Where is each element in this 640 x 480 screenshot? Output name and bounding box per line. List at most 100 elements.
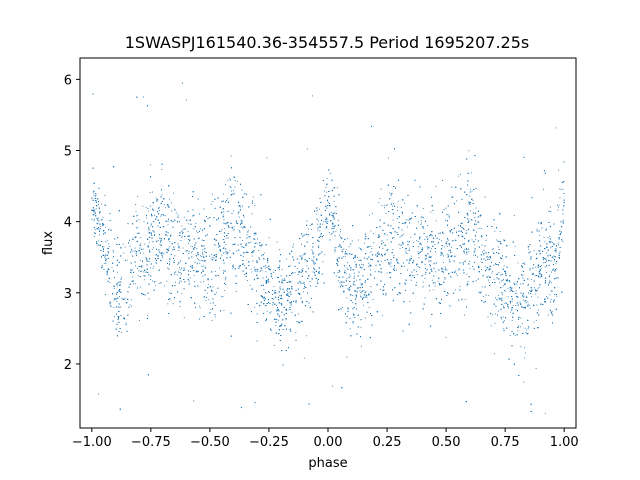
data-point xyxy=(149,192,151,193)
data-point xyxy=(524,357,526,359)
data-point xyxy=(244,274,246,275)
data-point xyxy=(471,239,473,241)
data-point xyxy=(538,286,540,288)
data-point xyxy=(451,186,453,188)
data-point xyxy=(302,291,304,293)
data-point xyxy=(193,274,195,276)
data-point xyxy=(274,344,276,346)
data-point xyxy=(274,292,275,294)
data-point xyxy=(153,247,155,249)
data-point xyxy=(222,214,224,216)
data-point xyxy=(220,230,222,232)
data-point xyxy=(490,325,492,327)
data-point xyxy=(174,255,176,257)
data-point xyxy=(384,252,386,254)
data-point xyxy=(130,269,132,271)
data-point xyxy=(556,295,558,297)
data-point xyxy=(174,259,176,261)
data-point xyxy=(317,229,319,231)
data-point xyxy=(243,216,245,218)
data-point xyxy=(105,241,107,243)
data-point xyxy=(402,233,404,235)
data-point xyxy=(421,222,422,224)
data-point xyxy=(431,279,433,281)
data-point xyxy=(268,237,270,239)
data-point xyxy=(277,276,278,278)
data-point xyxy=(534,274,536,276)
data-point xyxy=(557,277,559,279)
data-point xyxy=(211,320,213,322)
data-point xyxy=(425,259,427,261)
data-point xyxy=(116,300,118,302)
data-point xyxy=(220,251,222,253)
data-point xyxy=(478,228,480,229)
data-point xyxy=(113,299,115,301)
data-point xyxy=(404,202,406,204)
data-point xyxy=(153,265,155,267)
data-point xyxy=(286,309,288,311)
data-point xyxy=(499,230,501,232)
data-point xyxy=(413,274,415,276)
data-point xyxy=(143,252,145,254)
data-point xyxy=(469,188,471,190)
data-point xyxy=(522,275,524,276)
data-point xyxy=(313,263,315,265)
data-point xyxy=(240,226,242,228)
data-point xyxy=(118,321,120,323)
data-point xyxy=(132,237,134,239)
data-point xyxy=(239,265,240,267)
data-point xyxy=(202,251,203,253)
data-point xyxy=(557,206,559,208)
data-point xyxy=(487,275,489,277)
data-point xyxy=(382,290,383,292)
data-point xyxy=(223,309,225,311)
data-point xyxy=(398,200,399,202)
data-point xyxy=(445,336,447,338)
data-point xyxy=(265,267,267,269)
data-point xyxy=(409,247,411,249)
data-point xyxy=(231,227,233,229)
data-point xyxy=(554,293,556,295)
data-point xyxy=(524,300,526,302)
data-point xyxy=(539,269,541,271)
data-point xyxy=(196,230,198,232)
data-point xyxy=(169,246,171,248)
data-point xyxy=(154,214,156,216)
data-point xyxy=(181,235,183,237)
data-point xyxy=(345,272,347,274)
data-point xyxy=(406,252,408,254)
data-point xyxy=(97,228,99,230)
data-point xyxy=(489,258,491,260)
data-point xyxy=(97,222,99,224)
data-point xyxy=(552,257,554,259)
data-point xyxy=(169,292,171,294)
data-point xyxy=(121,276,122,278)
data-point xyxy=(157,210,159,212)
data-point xyxy=(501,318,503,320)
data-point xyxy=(126,259,128,261)
data-point xyxy=(141,264,143,266)
data-point xyxy=(360,327,362,329)
data-point xyxy=(204,251,206,253)
data-point xyxy=(324,254,326,256)
data-point xyxy=(381,314,383,316)
data-point xyxy=(122,243,124,245)
data-point xyxy=(472,200,474,202)
data-point xyxy=(370,230,372,232)
data-point xyxy=(113,307,115,308)
data-point xyxy=(462,264,464,266)
data-point xyxy=(164,215,166,217)
data-point xyxy=(161,169,163,171)
data-point xyxy=(424,277,426,279)
data-point xyxy=(165,251,167,253)
data-point xyxy=(254,205,256,207)
data-point xyxy=(516,302,518,304)
data-point xyxy=(406,226,408,228)
data-point xyxy=(143,275,145,277)
data-point xyxy=(404,265,406,267)
data-point xyxy=(120,306,121,308)
data-point xyxy=(558,204,560,206)
data-point xyxy=(392,205,393,207)
data-point xyxy=(427,241,429,242)
data-point xyxy=(199,262,201,264)
